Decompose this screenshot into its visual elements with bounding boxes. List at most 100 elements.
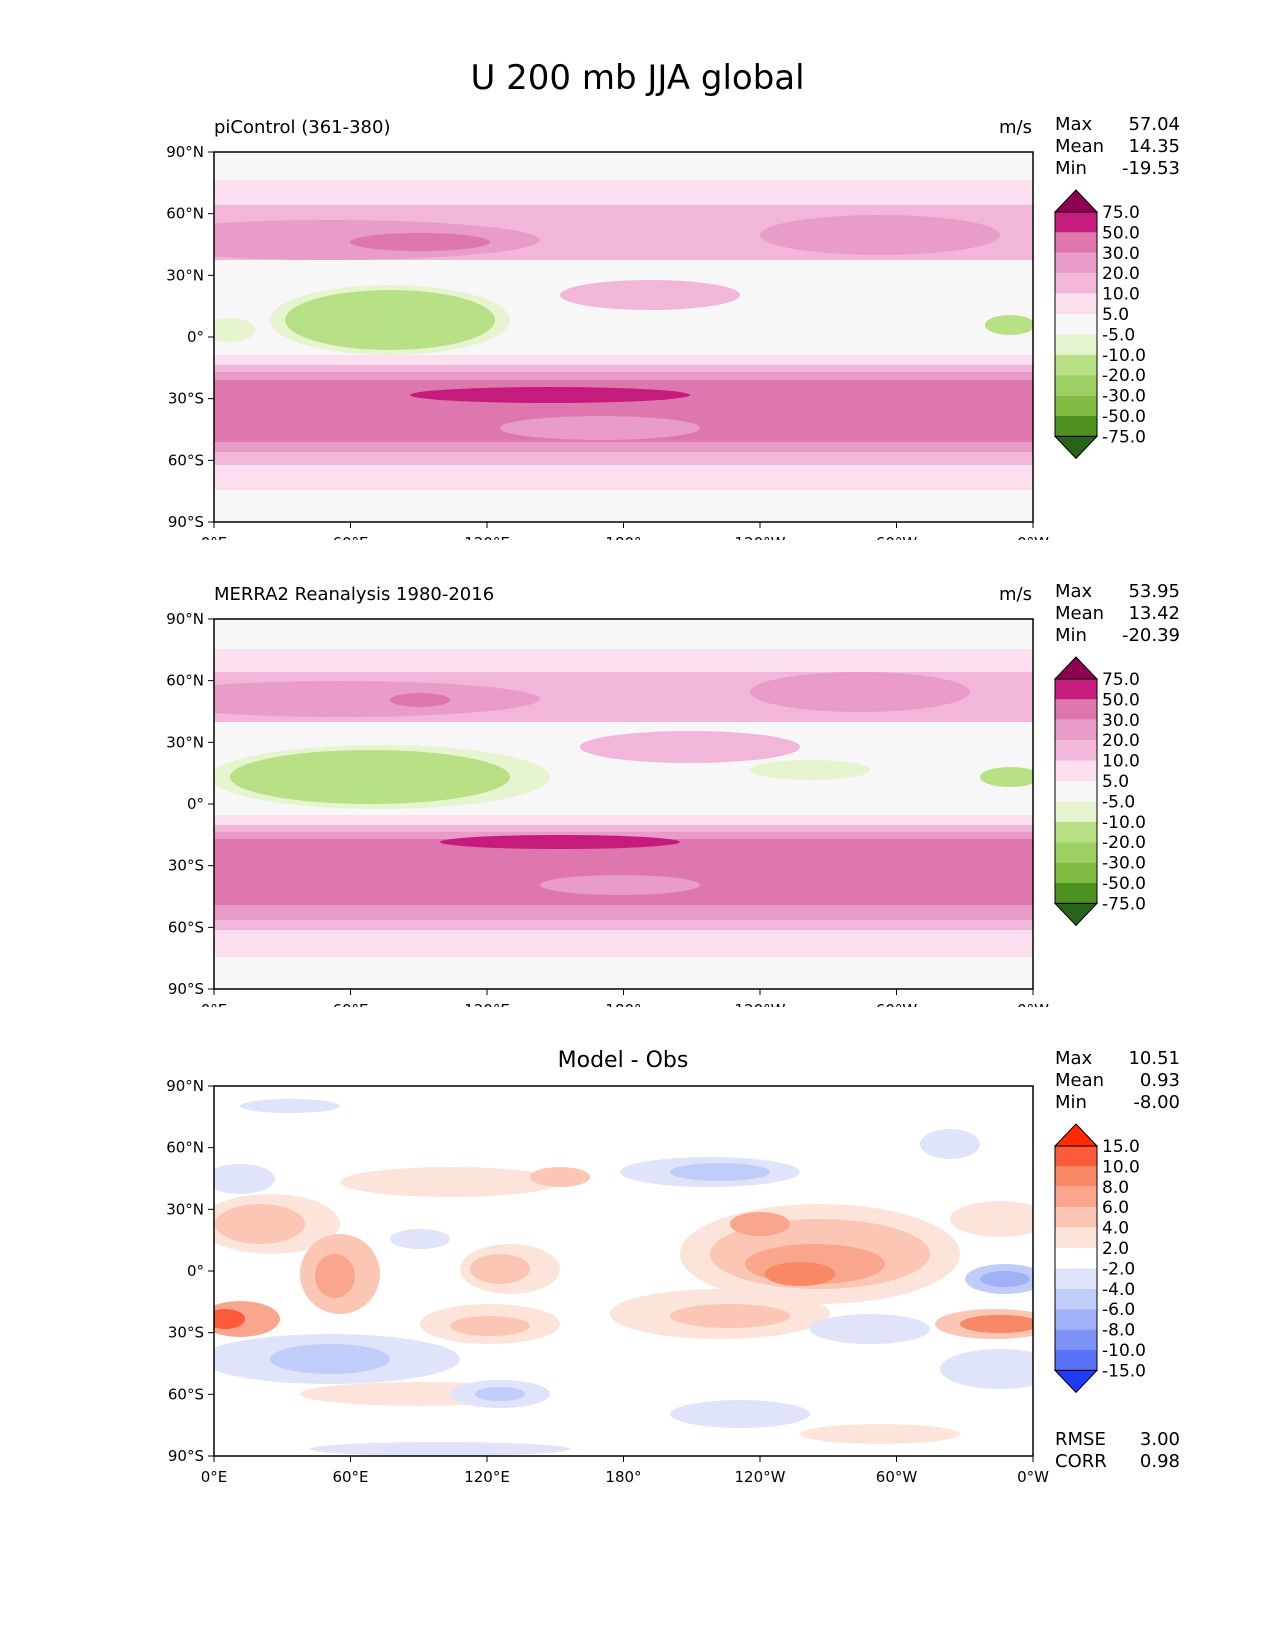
panel-1-colorbar: 75.050.030.020.010.05.0-5.0-10.0-20.0-30… bbox=[1053, 189, 1146, 460]
colorbar-label: -75.0 bbox=[1102, 894, 1146, 914]
panel-3-stat-min-label: Min bbox=[1055, 1092, 1087, 1113]
lon-tick-label: 180° bbox=[605, 1001, 641, 1007]
colorbar-segment bbox=[1055, 1248, 1097, 1269]
panel-3-colorbar: 15.010.08.06.04.02.0-2.0-4.0-6.0-8.0-10.… bbox=[1053, 1123, 1146, 1394]
lat-tick-label: 60°N bbox=[166, 672, 204, 690]
colorbar-extend-top bbox=[1053, 189, 1099, 213]
colorbar-segment bbox=[1055, 1268, 1097, 1289]
panel-3-lon-ticks: 0°E 60°E 120°E 180° 120°W 60°W 0°W bbox=[201, 1456, 1049, 1486]
colorbar-label: 30.0 bbox=[1102, 711, 1140, 731]
lon-tick-label: 60°E bbox=[332, 1468, 368, 1486]
lon-tick-label: 180° bbox=[605, 1468, 641, 1486]
lat-tick-label: 0° bbox=[187, 1262, 204, 1280]
panel-2-colorbar: 75.050.030.020.010.05.0-5.0-10.0-20.0-30… bbox=[1053, 656, 1146, 927]
colorbar-segment bbox=[1055, 821, 1097, 843]
colorbar-label: 75.0 bbox=[1102, 203, 1140, 223]
colorbar-label: 50.0 bbox=[1102, 690, 1140, 710]
lat-tick-label: 90°S bbox=[168, 513, 204, 531]
colorbar-segment bbox=[1055, 212, 1097, 233]
lat-tick-label: 90°N bbox=[166, 143, 204, 161]
panel-2-stat-min-label: Min bbox=[1055, 625, 1087, 646]
colorbar-segment bbox=[1055, 375, 1097, 396]
colorbar-segment bbox=[1055, 740, 1097, 761]
panel-3-stat-max-value: 10.51 bbox=[1128, 1048, 1180, 1069]
panel-3-rmse-label: RMSE bbox=[1055, 1429, 1106, 1450]
panel-3-title: Model - Obs bbox=[558, 1048, 689, 1073]
colorbar-extend-top bbox=[1053, 1123, 1099, 1147]
colorbar-label: -5.0 bbox=[1102, 792, 1135, 812]
colorbar-label: 50.0 bbox=[1102, 223, 1140, 243]
colorbar-label: -30.0 bbox=[1102, 854, 1146, 874]
colorbar-segment bbox=[1055, 842, 1097, 863]
lat-tick-label: 30°N bbox=[166, 266, 204, 284]
colorbar-segment bbox=[1055, 1227, 1097, 1248]
colorbar-segment bbox=[1055, 395, 1097, 416]
panel-3: Model - Obs bbox=[166, 1048, 1180, 1486]
colorbar-label: -5.0 bbox=[1102, 325, 1135, 345]
lon-tick-label: 120°W bbox=[735, 1001, 786, 1007]
panel-3-stat-mean-label: Mean bbox=[1055, 1070, 1104, 1091]
panel-1-stat-max-label: Max bbox=[1055, 114, 1093, 135]
lat-tick-label: 60°S bbox=[168, 918, 204, 936]
lat-tick-label: 30°N bbox=[166, 733, 204, 751]
panel-1-stat-max-value: 57.04 bbox=[1128, 114, 1180, 135]
colorbar-segment bbox=[1055, 1207, 1097, 1228]
lat-tick-label: 30°S bbox=[168, 1324, 204, 1342]
lon-tick-label: 0°W bbox=[1017, 1468, 1049, 1486]
panel-2-title: MERRA2 Reanalysis 1980-2016 bbox=[214, 584, 494, 605]
panel-3-stat-mean-value: 0.93 bbox=[1140, 1070, 1180, 1091]
lon-tick-label: 0°E bbox=[201, 1468, 228, 1486]
panel-1-lat-ticks: 90°N 60°N 30°N 0° 30°S 60°S 90°S bbox=[166, 143, 214, 531]
colorbar-segment bbox=[1055, 760, 1097, 781]
lon-tick-label: 60°W bbox=[876, 1468, 918, 1486]
colorbar-segment bbox=[1055, 1186, 1097, 1208]
colorbar-label: 30.0 bbox=[1102, 244, 1140, 264]
lat-tick-label: 60°S bbox=[168, 451, 204, 469]
lat-tick-label: 30°N bbox=[166, 1200, 204, 1218]
lat-tick-label: 60°S bbox=[168, 1385, 204, 1403]
colorbar-label: 5.0 bbox=[1102, 305, 1129, 325]
colorbar-segment bbox=[1055, 1309, 1097, 1330]
colorbar-segment bbox=[1055, 416, 1097, 437]
lat-tick-label: 30°S bbox=[168, 857, 204, 875]
colorbar-label: -6.0 bbox=[1102, 1300, 1135, 1320]
panel-1-stat-min-value: -19.53 bbox=[1122, 158, 1180, 179]
panel-3-corr-value: 0.98 bbox=[1140, 1451, 1180, 1472]
colorbar-segment bbox=[1055, 862, 1097, 883]
colorbar-segment bbox=[1055, 781, 1097, 802]
colorbar-label: 15.0 bbox=[1102, 1137, 1140, 1157]
colorbar-label: -10.0 bbox=[1102, 813, 1146, 833]
lat-tick-label: 0° bbox=[187, 328, 204, 346]
colorbar-label: 2.0 bbox=[1102, 1239, 1129, 1259]
lat-tick-label: 60°N bbox=[166, 205, 204, 223]
colorbar-segment bbox=[1055, 293, 1097, 314]
colorbar-frame bbox=[1054, 1145, 1098, 1371]
colorbar-label: 10.0 bbox=[1102, 752, 1140, 772]
colorbar-label: 5.0 bbox=[1102, 772, 1129, 792]
colorbar-label: 10.0 bbox=[1102, 285, 1140, 305]
colorbar-segment bbox=[1055, 679, 1097, 700]
panel-1-lon-ticks: 0°E 60°E 120°E 180° 120°W 60°W 0°W bbox=[201, 522, 1049, 540]
panel-3-stat-min-value: -8.00 bbox=[1133, 1092, 1180, 1113]
colorbar-label: -50.0 bbox=[1102, 874, 1146, 894]
colorbar-label: -30.0 bbox=[1102, 387, 1146, 407]
colorbar-extend-bottom bbox=[1053, 902, 1099, 927]
lon-tick-label: 0°W bbox=[1017, 1001, 1049, 1007]
lon-tick-label: 0°E bbox=[201, 534, 228, 540]
colorbar-segment bbox=[1055, 1329, 1097, 1350]
lon-tick-label: 180° bbox=[605, 534, 641, 540]
colorbar-label: -10.0 bbox=[1102, 1341, 1146, 1361]
panel-2-units: m/s bbox=[999, 584, 1032, 605]
panel-1-stat-min-label: Min bbox=[1055, 158, 1087, 179]
colorbar-label: -20.0 bbox=[1102, 366, 1146, 386]
lon-tick-label: 0°W bbox=[1017, 534, 1049, 540]
colorbar-extend-bottom bbox=[1053, 1369, 1099, 1394]
lon-tick-label: 60°E bbox=[332, 1001, 368, 1007]
colorbar-segment bbox=[1055, 354, 1097, 376]
lat-tick-label: 30°S bbox=[168, 390, 204, 408]
lon-tick-label: 120°E bbox=[464, 1001, 510, 1007]
colorbar-label: 4.0 bbox=[1102, 1219, 1129, 1239]
colorbar-segment bbox=[1055, 1288, 1097, 1310]
colorbar-segment bbox=[1055, 1166, 1097, 1187]
colorbar-frame bbox=[1054, 678, 1098, 904]
